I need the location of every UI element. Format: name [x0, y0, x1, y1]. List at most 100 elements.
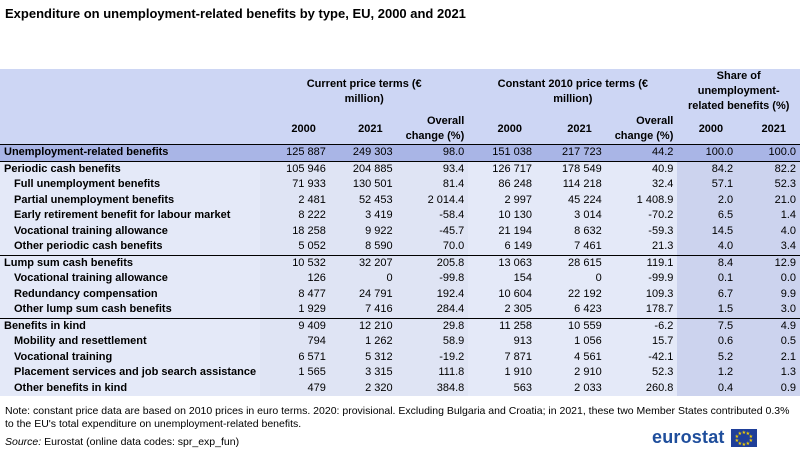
- table-cell: 21.0: [737, 192, 800, 208]
- table-cell: 217 723: [536, 144, 606, 162]
- table-body: Unemployment-related benefits 125 887 249 …: [0, 144, 800, 396]
- table-cell: 12.9: [737, 254, 800, 271]
- table-cell: 130 501: [329, 177, 397, 193]
- table-cell: 86 248: [468, 177, 536, 193]
- table-cell: 2 997: [468, 192, 536, 208]
- table-cell: -45.7: [396, 223, 469, 239]
- table-cell: 2 910: [536, 365, 606, 381]
- table-cell: 111.8: [396, 365, 469, 381]
- table-cell: 3 419: [329, 208, 397, 224]
- table-cell: 2 481: [260, 192, 330, 208]
- table-row: Benefits in kind 9 409 12 210 29.8 11 258 10 …: [0, 317, 800, 334]
- row-label: Other periodic cash benefits: [0, 239, 261, 255]
- table-cell: 82.2: [737, 161, 800, 177]
- col-2021-share: 2021: [737, 114, 800, 145]
- table-cell: 4.0: [677, 239, 738, 255]
- table-cell: -99.8: [396, 271, 469, 287]
- table-cell: -70.2: [605, 208, 678, 224]
- table-cell: 178 549: [536, 161, 606, 177]
- table-cell: 284.4: [396, 302, 469, 318]
- table-row: Other periodic cash benefits 5 052 8 590 70…: [0, 239, 800, 255]
- table-cell: 2 033: [536, 380, 606, 396]
- table-cell: 1 565: [260, 365, 330, 381]
- table-cell: 52 453: [329, 192, 397, 208]
- header-row-groups: Current price terms (€ million) Constant…: [0, 69, 800, 114]
- table-cell: 93.4: [396, 161, 469, 177]
- table-cell: 9 922: [329, 223, 397, 239]
- table-cell: 192.4: [396, 286, 469, 302]
- table-cell: 9.9: [737, 286, 800, 302]
- table-cell: -19.2: [396, 349, 469, 365]
- table-cell: 0.5: [737, 334, 800, 350]
- table-cell: 8 632: [536, 223, 606, 239]
- table-cell: 4.0: [737, 223, 800, 239]
- table-cell: 100.0: [737, 144, 800, 162]
- table-cell: 70.0: [396, 239, 469, 255]
- table-row: Full unemployment benefits 71 933 130 501 8…: [0, 177, 800, 193]
- eu-flag-icon: ★ ★ ★ ★ ★ ★ ★ ★ ★ ★: [730, 428, 757, 447]
- row-label: Mobility and resettlement: [0, 334, 261, 350]
- header-row-columns: 2000 2021 Overall change (%) 2000 2021 Overal…: [0, 114, 800, 145]
- table-cell: 6 149: [468, 239, 536, 255]
- table-row: Vocational training allowance 18 258 9 922…: [0, 223, 800, 239]
- table-cell: 1.3: [737, 365, 800, 381]
- table-cell: 4.9: [737, 317, 800, 334]
- table-cell: 7 871: [468, 349, 536, 365]
- table-cell: 14.5: [677, 223, 738, 239]
- row-label: Other benefits in kind: [0, 380, 261, 396]
- table-cell: 151 038: [468, 144, 536, 162]
- table-cell: 125 887: [260, 144, 330, 162]
- table-cell: 32.4: [605, 177, 678, 193]
- table-cell: 10 532: [260, 254, 330, 271]
- table-cell: 40.9: [605, 161, 678, 177]
- table-cell: -6.2: [605, 317, 678, 334]
- table-cell: 479: [260, 380, 330, 396]
- table-cell: 913: [468, 334, 536, 350]
- row-label: Placement services and job search assist…: [0, 365, 261, 381]
- row-label: Vocational training: [0, 349, 261, 365]
- table-cell: 29.8: [396, 317, 469, 334]
- table-row: Other lump sum cash benefits 1 929 7 416 28…: [0, 302, 800, 318]
- table-cell: 0.0: [737, 271, 800, 287]
- table-row: Placement services and job search assist…: [0, 365, 800, 381]
- table-cell: 1 910: [468, 365, 536, 381]
- table-cell: -99.9: [605, 271, 678, 287]
- table-row: Redundancy compensation 8 477 24 791 192.4 1…: [0, 286, 800, 302]
- table-cell: 0.6: [677, 334, 738, 350]
- table-cell: 1.2: [677, 365, 738, 381]
- table-cell: 2 305: [468, 302, 536, 318]
- table-cell: 5.2: [677, 349, 738, 365]
- table-cell: 563: [468, 380, 536, 396]
- table-cell: 205.8: [396, 254, 469, 271]
- table-cell: 71 933: [260, 177, 330, 193]
- row-label: Redundancy compensation: [0, 286, 261, 302]
- table-cell: 32 207: [329, 254, 397, 271]
- table-cell: 13 063: [468, 254, 536, 271]
- table-cell: 84.2: [677, 161, 738, 177]
- table-cell: 0: [329, 271, 397, 287]
- source-text: Eurostat (online data codes: spr_exp_fun…: [44, 436, 240, 448]
- header-blank-2: [0, 114, 261, 145]
- table-cell: 7.5: [677, 317, 738, 334]
- table-cell: 11 258: [468, 317, 536, 334]
- table-cell: 1.4: [737, 208, 800, 224]
- col-2021-current: 2021: [329, 114, 397, 145]
- table-row: Vocational training 6 571 5 312 -19.2 7 871 4…: [0, 349, 800, 365]
- header-share: Share of unemployment-related benefits (…: [677, 69, 800, 114]
- row-label: Lump sum cash benefits: [0, 254, 261, 271]
- table-row: Periodic cash benefits 105 946 204 885 93.4…: [0, 161, 800, 177]
- table-cell: 6.5: [677, 208, 738, 224]
- table-cell: 126 717: [468, 161, 536, 177]
- table-cell: 1.5: [677, 302, 738, 318]
- table-row: Other benefits in kind 479 2 320 384.8 563 2 …: [0, 380, 800, 396]
- col-2000-constant: 2000: [468, 114, 536, 145]
- table-cell: 178.7: [605, 302, 678, 318]
- table-cell: 204 885: [329, 161, 397, 177]
- row-label: Partial unemployment benefits: [0, 192, 261, 208]
- table-cell: 249 303: [329, 144, 397, 162]
- table-row: Lump sum cash benefits 10 532 32 207 205.8 1…: [0, 254, 800, 271]
- table-row: Unemployment-related benefits 125 887 249 …: [0, 144, 800, 162]
- table-cell: 12 210: [329, 317, 397, 334]
- table-cell: 6.7: [677, 286, 738, 302]
- col-2021-constant: 2021: [536, 114, 606, 145]
